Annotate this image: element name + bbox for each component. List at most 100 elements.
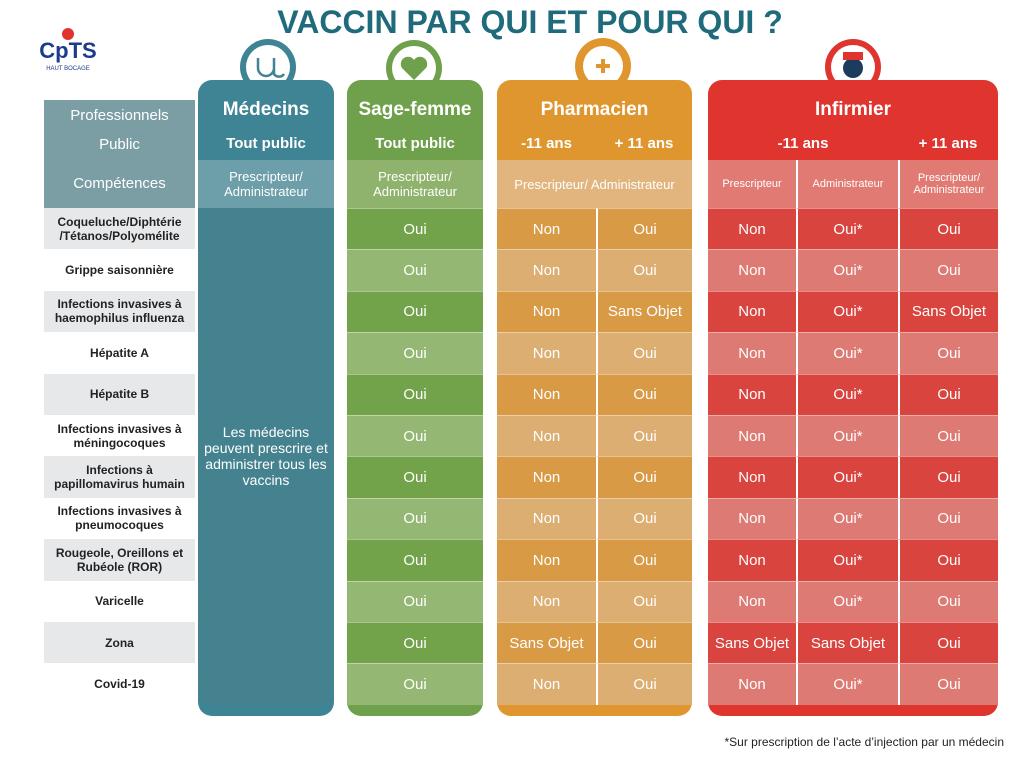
cell: Oui* [796,208,898,250]
cell: Oui* [796,580,898,622]
cell: Oui* [796,249,898,291]
footnote: *Sur prescription de l’acte d’injection … [724,735,1005,749]
cell: Non [708,249,796,291]
cell: Non [708,580,796,622]
cell: Oui [596,663,692,705]
profession-name: Pharmacien [540,99,649,120]
cell: Oui* [796,415,898,457]
vaccine-label: Hépatite A [44,332,195,374]
cell: Oui [347,249,483,291]
public: + 11 ans [918,134,978,152]
vaccine-label: Rougeole, Oreillons et Rubéole (ROR) [44,539,195,581]
cell: Oui [347,622,483,664]
title: VACCIN PAR QUI ET POUR QUI ? [277,3,783,40]
vaccine-label: Varicelle [44,580,195,622]
profession-name: Médecins [222,99,310,120]
competence: Prescripteur/ Administrateur [347,160,483,208]
competence: Prescripteur/ Administrateur [497,160,692,208]
cell: Oui [898,332,998,374]
cell: Oui [347,290,483,333]
cell: Non [497,290,596,333]
cell: Oui [347,373,483,415]
vaccine-label: Infections invasives à pneumocoques [44,497,195,540]
cell: Oui* [796,373,898,415]
cell: Oui [898,373,998,415]
cell: Oui* [796,539,898,581]
cell: Sans Objet [497,622,596,664]
cell: Non [708,456,796,498]
cell: Sans Objet [898,290,998,333]
cell: Oui [596,415,692,457]
competence: Prescripteur/ Administrateur [898,160,998,208]
cell: Non [708,663,796,705]
cell: Oui* [796,663,898,705]
cell: Oui [596,332,692,374]
cell: Non [708,415,796,457]
cell: Oui [596,580,692,622]
vaccine-label: Infections invasives à haemophilus influ… [44,290,195,333]
cell: Oui [596,208,692,250]
vaccine-label: Covid-19 [44,663,195,705]
cell: Non [708,497,796,540]
cell: Oui [347,456,483,498]
row-header: Public [99,135,140,153]
cell: Non [497,456,596,498]
cell: Non [497,663,596,705]
cell: Non [497,208,596,250]
cell: Non [497,415,596,457]
cell: Oui* [796,332,898,374]
cell: Non [497,249,596,291]
profession-name: Sage-femme [358,99,472,120]
vaccine-label: Hépatite B [44,373,195,415]
competence: Administrateur [796,160,898,208]
cell: Oui [596,497,692,540]
cell: Non [497,539,596,581]
profession-name: Infirmier [814,99,892,120]
cell: Non [708,373,796,415]
cell: Non [497,580,596,622]
cell: Oui [347,539,483,581]
public: -11 ans [521,134,572,152]
row-header: Compétences [73,174,166,192]
cell: Oui [898,456,998,498]
cell: Oui [898,415,998,457]
cell: Non [708,208,796,250]
cell: Non [497,332,596,374]
public: Tout public [375,134,455,152]
note: Les médecins peuvent prescrire et admini… [198,208,334,705]
cell: Oui [596,622,692,664]
cell: Oui [898,497,998,540]
vaccine-label: Grippe saisonnière [44,249,195,291]
cell: Non [708,290,796,333]
cell: Non [708,332,796,374]
cell: Oui [898,622,998,664]
cell: Sans Objet [596,290,692,333]
cell: Oui [898,580,998,622]
cell: Oui [596,456,692,498]
cell: Oui [347,497,483,540]
row-header-block [44,100,195,208]
logo-subtitle: HAUT BOCAGE [46,66,90,72]
cell: Oui* [796,290,898,333]
vaccine-label: Zona [44,622,195,664]
cell: Oui [347,332,483,374]
cell: Oui [898,539,998,581]
row-header: Professionnels [70,106,169,124]
cell: Oui* [796,497,898,540]
cell: Oui [898,249,998,291]
cell: Oui [596,539,692,581]
public: + 11 ans [614,134,674,152]
logo: CpTS [39,38,97,63]
competence: Prescripteur/ Administrateur [198,160,334,208]
competence: Prescripteur [708,160,796,208]
vaccine-label: Infections à papillomavirus humain [44,456,195,498]
cell: Oui [347,208,483,250]
cell: Oui [898,208,998,250]
vaccine-label: Coqueluche/Diphtérie /Tétanos/Polyomélit… [44,208,195,250]
vaccine-label: Infections invasives à méningocoques [44,415,195,457]
cell: Oui [347,415,483,457]
cell: Non [708,539,796,581]
cell: Oui [347,580,483,622]
cell: Oui [596,373,692,415]
